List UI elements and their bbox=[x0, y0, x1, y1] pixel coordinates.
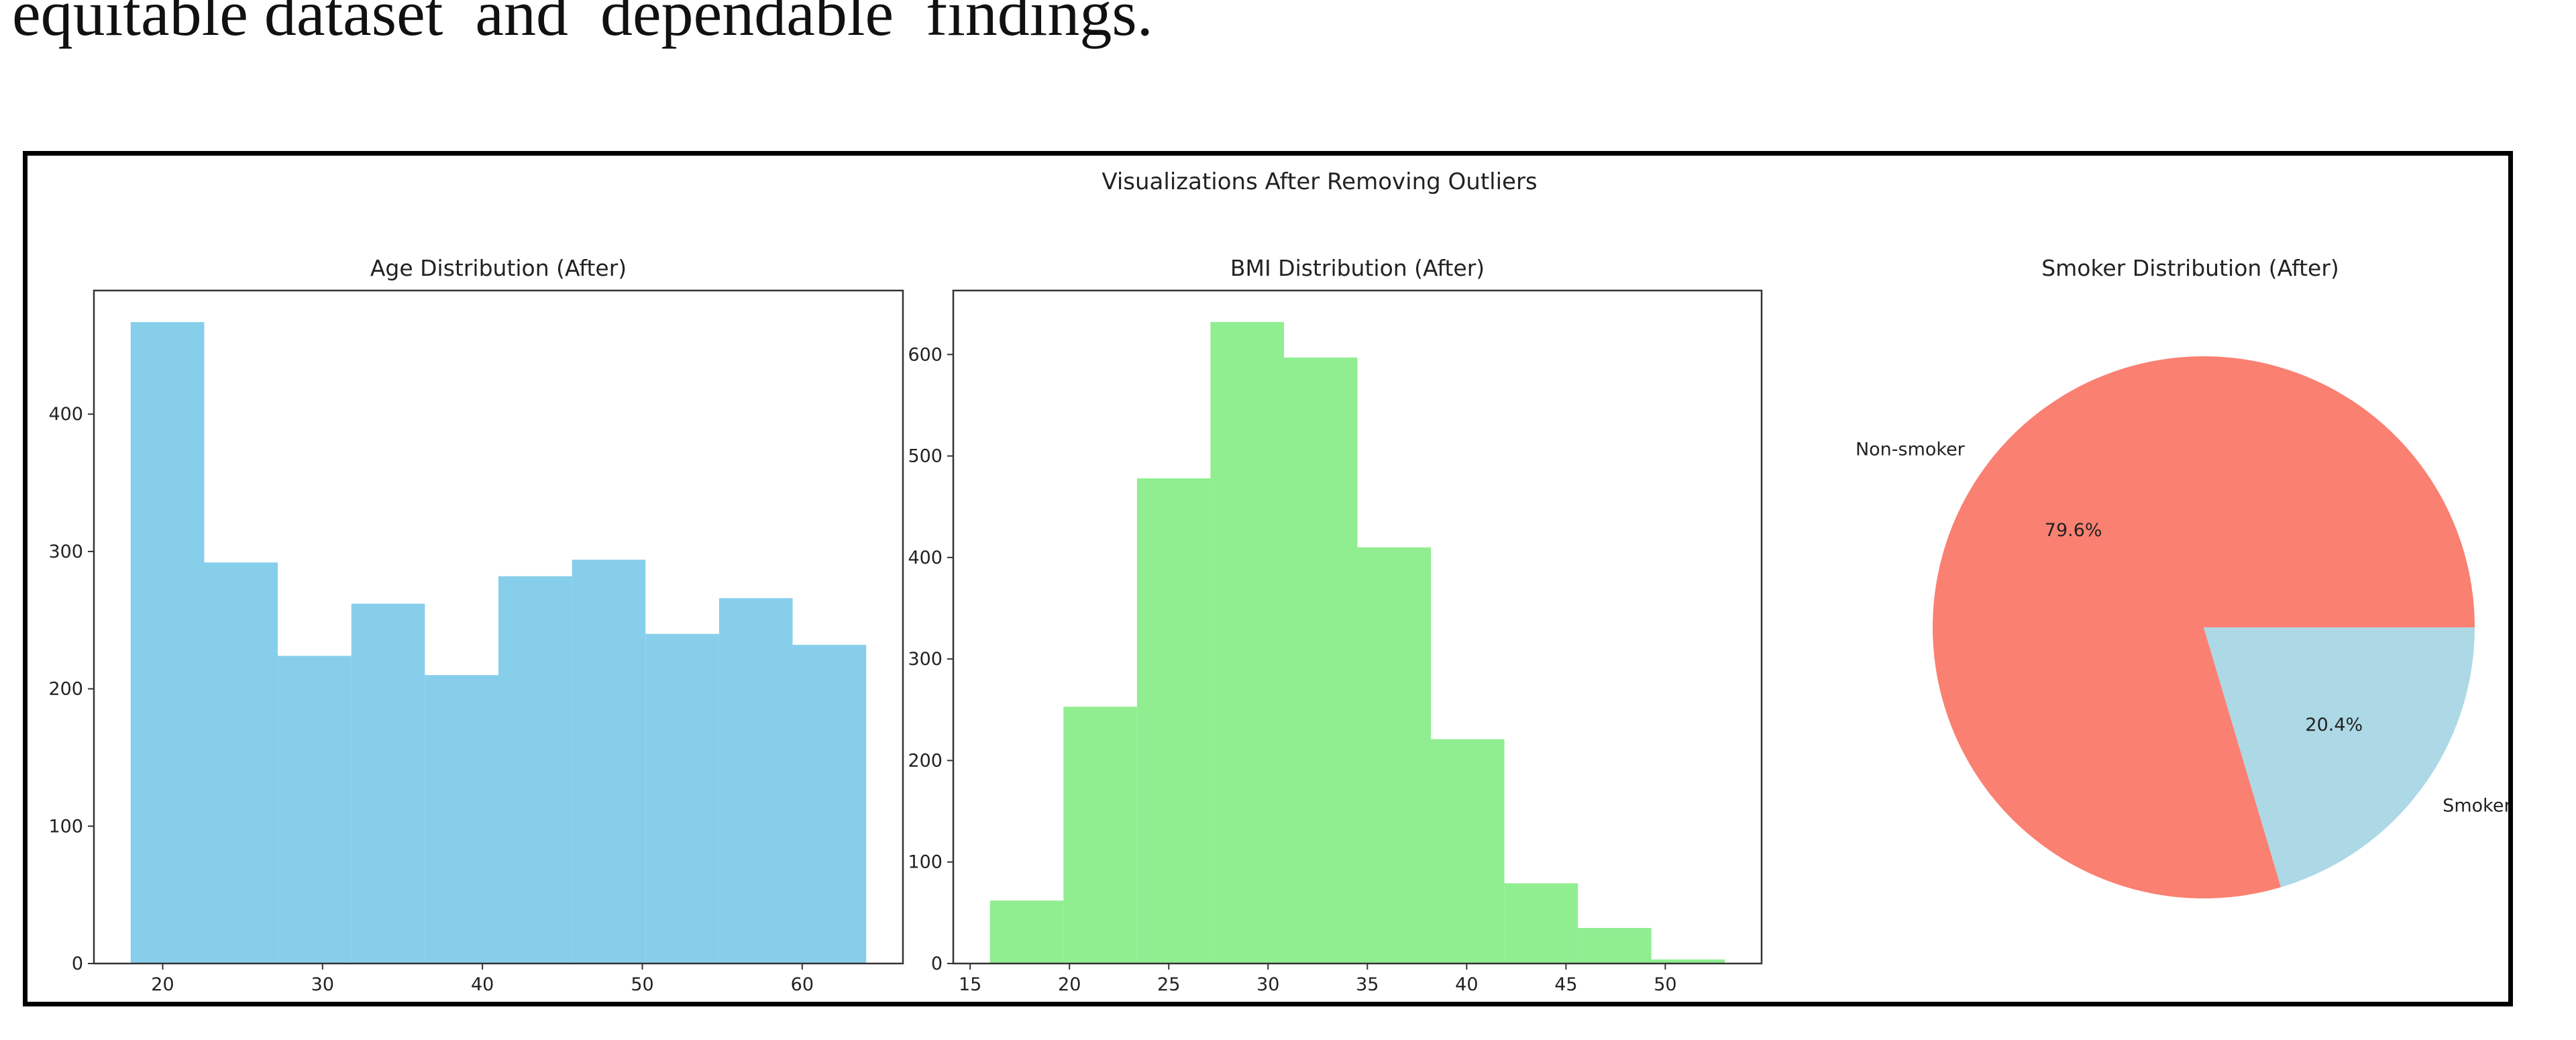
x-tick-label: 45 bbox=[1554, 974, 1577, 995]
histogram-bar bbox=[1283, 357, 1358, 964]
y-tick-label: 400 bbox=[48, 404, 83, 425]
x-tick-label: 50 bbox=[1654, 974, 1676, 995]
histogram-bar bbox=[278, 656, 352, 964]
y-tick-label: 600 bbox=[908, 344, 943, 365]
y-tick-label: 300 bbox=[908, 649, 943, 670]
y-tick-label: 100 bbox=[48, 816, 83, 837]
x-tick-label: 35 bbox=[1356, 974, 1379, 995]
histogram-bar bbox=[645, 633, 719, 964]
document-text: equitable dataset and dependable finding… bbox=[12, 0, 1153, 49]
histogram-bar bbox=[1136, 478, 1211, 964]
histogram-bar bbox=[425, 675, 498, 964]
age-histogram: Age Distribution (After) 20 30 40 50 60 0 100 20… bbox=[48, 255, 904, 995]
bmi-histogram: BMI Distribution (After) 15 20 25 30 35 40 45 50… bbox=[908, 255, 1763, 995]
histogram-bar bbox=[989, 900, 1064, 964]
smoker-pie-chart: Smoker Distribution (After) 79.6% Non-smok… bbox=[1856, 255, 2508, 898]
y-tick-label: 300 bbox=[48, 541, 83, 562]
y-tick-label: 400 bbox=[908, 548, 943, 568]
x-tick-label: 15 bbox=[959, 974, 981, 995]
pie-slice bbox=[2204, 627, 2475, 888]
pie-percent-label: 79.6% bbox=[2045, 520, 2102, 541]
axes-frame bbox=[952, 289, 1763, 965]
histogram-bar bbox=[1504, 883, 1578, 964]
pie-category-label: Non-smoker bbox=[1856, 439, 1966, 460]
pie-category-label: Smoker bbox=[2443, 796, 2508, 817]
x-tick-label: 40 bbox=[471, 974, 494, 995]
histogram-bar bbox=[351, 603, 425, 964]
y-tick-label: 100 bbox=[908, 852, 943, 873]
histogram-bar bbox=[1063, 707, 1137, 964]
x-tick-label: 50 bbox=[631, 974, 653, 995]
histogram-bar bbox=[204, 562, 278, 964]
pie-percent-label: 20.4% bbox=[2305, 715, 2363, 735]
x-tick-label: 40 bbox=[1455, 974, 1478, 995]
chart-title: Smoker Distribution (After) bbox=[2041, 255, 2339, 281]
axes-frame bbox=[93, 289, 904, 965]
chart-title: BMI Distribution (After) bbox=[1230, 255, 1485, 281]
histogram-bar bbox=[1651, 959, 1725, 964]
x-tick-label: 20 bbox=[151, 974, 174, 995]
x-tick-label: 25 bbox=[1157, 974, 1180, 995]
x-tick-label: 60 bbox=[791, 974, 814, 995]
figure-suptitle: Visualizations After Removing Outliers bbox=[1102, 168, 1537, 195]
y-tick-label: 0 bbox=[72, 953, 83, 974]
y-tick-label: 500 bbox=[908, 446, 943, 467]
y-tick-label: 200 bbox=[48, 679, 83, 700]
y-tick-label: 200 bbox=[908, 750, 943, 771]
histogram-bar bbox=[1357, 547, 1432, 964]
histogram-bar bbox=[1431, 739, 1505, 964]
chart-title: Age Distribution (After) bbox=[370, 255, 627, 281]
histogram-bar bbox=[1578, 928, 1652, 964]
x-tick-label: 30 bbox=[1256, 974, 1279, 995]
x-tick-label: 30 bbox=[311, 974, 334, 995]
histogram-bar bbox=[718, 598, 793, 964]
y-tick-label: 0 bbox=[931, 953, 943, 974]
figure-frame: Visualizations After Removing Outliers A… bbox=[23, 151, 2513, 1006]
x-tick-label: 20 bbox=[1058, 974, 1081, 995]
histogram-bar bbox=[572, 560, 646, 964]
histogram-bar bbox=[792, 645, 867, 964]
histogram-bar bbox=[498, 576, 572, 964]
histogram-bar bbox=[1210, 321, 1284, 964]
figure-canvas: Visualizations After Removing Outliers A… bbox=[48, 168, 2508, 995]
histogram-bar bbox=[130, 322, 205, 964]
